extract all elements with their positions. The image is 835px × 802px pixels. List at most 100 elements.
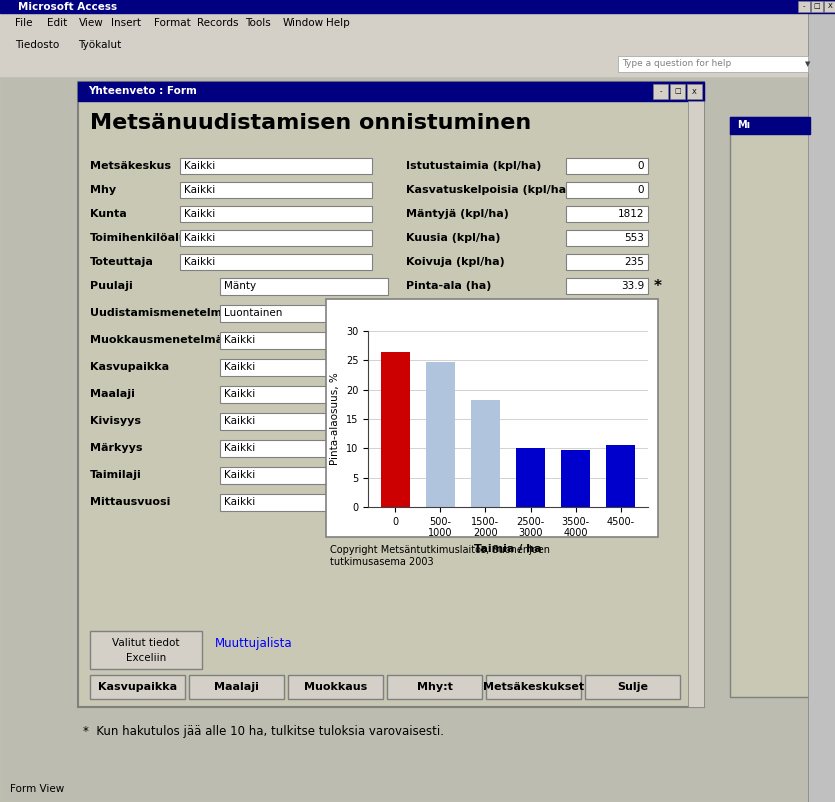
Text: Kasvupaikka: Kasvupaikka [90,362,170,372]
Text: Exceliin: Exceliin [126,653,166,663]
Bar [561,449,590,507]
Text: Kasvatuskelpoisia (kpl/ha): Kasvatuskelpoisia (kpl/ha) [406,185,571,195]
Text: Mhy: Mhy [90,185,116,195]
Text: Metsänuudistamisen onnistuminen: Metsänuudistamisen onnistuminen [90,113,531,133]
Text: Istutustaimia (kpl/ha): Istutustaimia (kpl/ha) [406,161,541,171]
Text: Kunta: Kunta [90,209,127,219]
Text: Maalaji: Maalaji [90,389,135,399]
Text: Format: Format [154,18,190,29]
Bar [220,467,388,484]
Bar [387,675,482,699]
Text: X: X [827,3,832,10]
Bar [566,158,648,174]
Bar [687,84,702,99]
Bar [688,101,704,707]
Text: Työkalut: Työkalut [78,39,121,50]
Bar [90,631,202,669]
Text: Insert: Insert [111,18,141,29]
Text: Sulje: Sulje [617,682,648,692]
Text: Toteuttaja: Toteuttaja [90,257,154,267]
Bar [730,117,810,134]
Text: Kaikki: Kaikki [184,209,215,219]
Text: Metsäkeskus: Metsäkeskus [90,161,171,171]
Text: 235: 235 [624,257,644,267]
Text: 33.9: 33.9 [620,281,644,291]
Text: Kaikki: Kaikki [184,257,215,267]
Bar [730,117,810,697]
Text: Mäntyjä (kpl/ha): Mäntyjä (kpl/ha) [406,209,509,219]
Bar [220,386,388,403]
Bar [220,359,388,376]
Text: View: View [79,18,104,29]
Text: File: File [15,18,33,29]
Text: Kaikki: Kaikki [224,416,256,426]
Text: Window: Window [283,18,324,29]
Bar [653,84,668,99]
Bar [566,278,648,294]
Text: Kaikki: Kaikki [184,233,215,243]
Text: Kuusia (kpl/ha): Kuusia (kpl/ha) [406,233,500,243]
Text: 1812: 1812 [618,209,644,219]
Bar [180,206,372,222]
Bar [78,82,704,101]
Text: Kasvupaikka: Kasvupaikka [98,682,177,692]
Text: □: □ [674,88,681,95]
Text: Puulaji: Puulaji [90,281,133,291]
Bar [606,445,635,507]
Bar [220,494,388,511]
Bar [798,1,810,12]
Text: Muokkausmenetelmä: Muokkausmenetelmä [90,335,223,345]
Bar [566,254,648,270]
Bar [180,182,372,198]
Bar [426,362,455,507]
Text: Metsäkeskukset: Metsäkeskukset [483,682,584,692]
Text: *: * [654,278,662,294]
Text: Toimihenkilöalue: Toimihenkilöalue [90,233,195,243]
Bar [180,158,372,174]
Text: 0: 0 [637,185,644,195]
Text: Kaikki: Kaikki [184,161,215,171]
Text: Kaikki: Kaikki [224,497,256,507]
Bar [811,1,823,12]
Text: *  Kun hakutulos jää alle 10 ha, tulkitse tuloksia varovaisesti.: * Kun hakutulos jää alle 10 ha, tulkitse… [83,725,444,738]
Bar [0,13,835,34]
Text: Kaikki: Kaikki [224,443,256,453]
Text: Kivisyys: Kivisyys [90,416,141,426]
Bar [808,0,835,802]
Text: Mittausvuosi: Mittausvuosi [90,497,170,507]
Text: Valitut tiedot: Valitut tiedot [112,638,180,648]
Text: Muokkaus: Muokkaus [304,682,367,692]
Bar [381,351,410,507]
Text: Mhy:t: Mhy:t [417,682,453,692]
Bar [585,675,680,699]
Text: Records: Records [197,18,239,29]
Text: Märkyys: Märkyys [90,443,143,453]
Bar [516,448,545,507]
Bar [90,675,185,699]
Bar [0,0,835,13]
Text: Kaikki: Kaikki [224,335,256,345]
Bar [566,230,648,246]
Text: Uudistamismenetelmä: Uudistamismenetelmä [90,308,230,318]
Text: Yhteenveto : Form: Yhteenveto : Form [88,87,197,96]
Bar [220,440,388,457]
Text: Kaikki: Kaikki [224,362,256,372]
Bar [220,305,388,322]
Text: Microsoft Access: Microsoft Access [18,2,117,11]
Text: Muuttujalista: Muuttujalista [215,637,292,650]
Text: Koivuja (kpl/ha): Koivuja (kpl/ha) [406,257,504,267]
Text: -: - [802,3,805,10]
Text: Kaikki: Kaikki [224,389,256,399]
X-axis label: Taimia / ha: Taimia / ha [474,544,542,554]
Bar [566,206,648,222]
Bar [471,399,500,507]
Bar [180,254,372,270]
Text: Edit: Edit [47,18,68,29]
Bar [78,82,704,707]
Text: Mänty: Mänty [224,281,256,291]
Y-axis label: Pinta-alaosuus, %: Pinta-alaosuus, % [330,373,340,465]
Bar [0,55,835,76]
Text: Type a question for help: Type a question for help [622,59,731,68]
Bar [180,230,372,246]
Text: Mı: Mı [737,120,750,131]
